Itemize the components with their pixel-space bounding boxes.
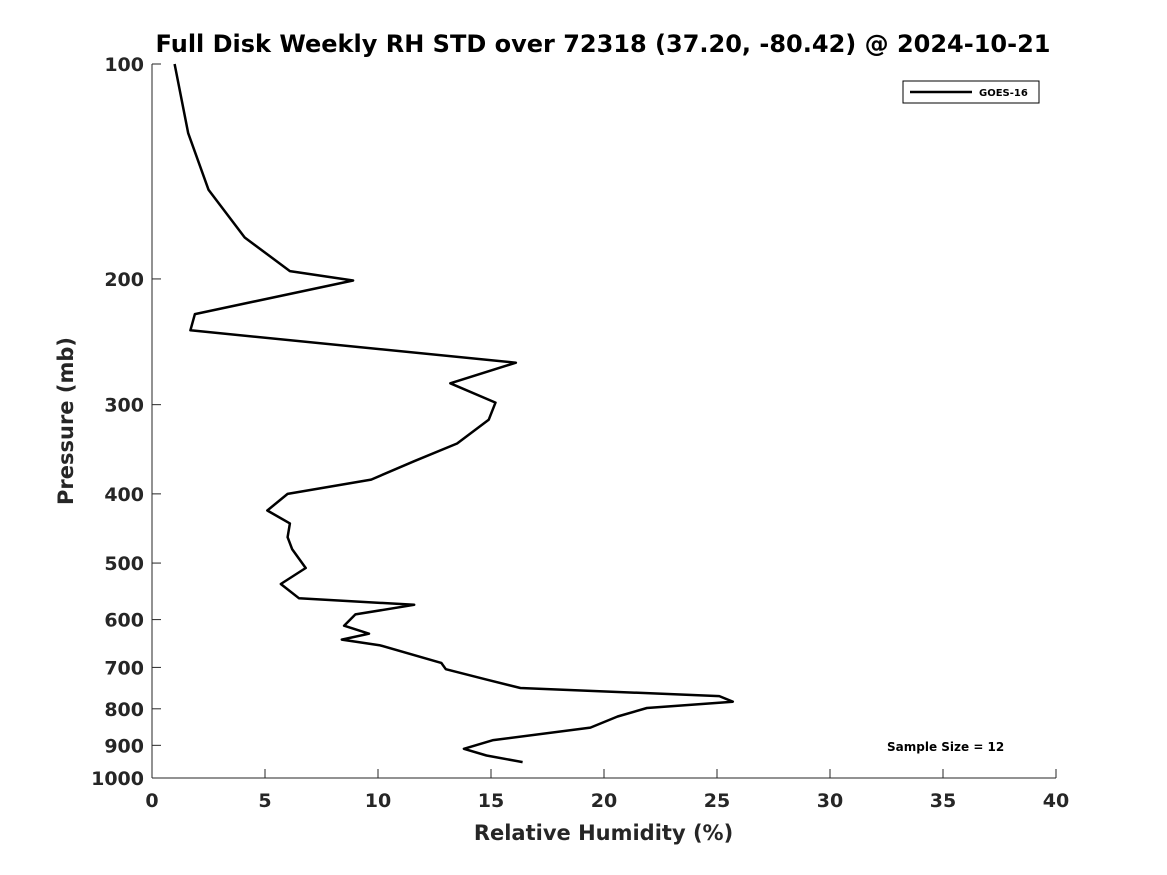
y-axis-label: Pressure (mb) xyxy=(54,337,78,505)
y-tick-label: 900 xyxy=(104,735,144,757)
x-tick-label: 20 xyxy=(591,790,617,812)
chart-title: Full Disk Weekly RH STD over 72318 (37.2… xyxy=(156,30,1051,58)
x-tick-label: 10 xyxy=(365,790,391,812)
y-tick-label: 100 xyxy=(104,54,144,76)
y-tick-label: 1000 xyxy=(91,768,144,790)
y-tick-label: 700 xyxy=(104,657,144,679)
plot-area xyxy=(151,64,1056,779)
y-tick-label: 500 xyxy=(104,553,144,575)
legend-label-goes-16: GOES-16 xyxy=(979,88,1028,99)
y-tick-label: 600 xyxy=(104,610,144,632)
y-tick-label: 800 xyxy=(104,699,144,721)
y-tick-label: 200 xyxy=(104,269,144,291)
series-line-goes-16 xyxy=(173,63,735,764)
x-axis-label: Relative Humidity (%) xyxy=(474,821,733,845)
x-tick-label: 15 xyxy=(478,790,504,812)
x-tick-label: 25 xyxy=(704,790,730,812)
series-layer xyxy=(173,63,735,764)
x-tick-label: 5 xyxy=(258,790,271,812)
legend: GOES-16 xyxy=(902,80,1040,104)
x-tick-label: 0 xyxy=(145,790,158,812)
y-tick-label: 300 xyxy=(104,395,144,417)
x-tick-label: 30 xyxy=(817,790,843,812)
y-axis-ticks: 100 200 300 400 500 600 700 800 900 1000 xyxy=(91,54,161,790)
sample-size-annotation: Sample Size = 12 xyxy=(887,740,1004,754)
x-tick-label: 35 xyxy=(930,790,956,812)
x-tick-label: 40 xyxy=(1043,790,1069,812)
x-axis-ticks: 0 5 10 15 20 25 30 35 40 xyxy=(145,769,1069,812)
y-tick-label: 400 xyxy=(104,484,144,506)
